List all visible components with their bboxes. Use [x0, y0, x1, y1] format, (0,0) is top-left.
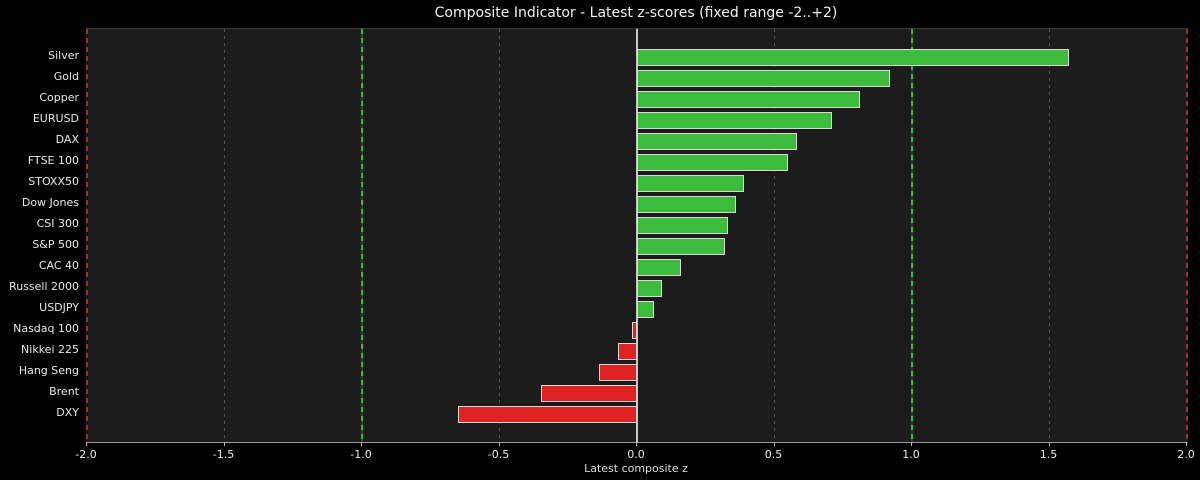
- bar-s-p-500: [637, 237, 725, 255]
- bar-nikkei-225: [617, 342, 637, 360]
- bar-usdjpy: [637, 300, 654, 318]
- zero-line: [636, 29, 638, 442]
- x-tick-mark-0.5: [773, 442, 775, 446]
- y-label-stoxx50: STOXX50: [28, 175, 79, 188]
- x-tick-mark--1: [361, 442, 362, 446]
- x-tick-mark--0.5: [498, 442, 500, 446]
- y-label-usdjpy: USDJPY: [39, 301, 79, 314]
- chart-title: Composite Indicator - Latest z-scores (f…: [434, 5, 838, 21]
- x-tick-label-2: 2.0: [1177, 448, 1195, 461]
- x-tick-mark-1: [911, 442, 912, 446]
- bar-dax: [637, 132, 797, 150]
- y-label-dow-jones: Dow Jones: [21, 196, 79, 209]
- threshold-line-green--1: [361, 29, 363, 442]
- x-tick-label--0.5: -0.5: [487, 448, 510, 461]
- y-label-hang-seng: Hang Seng: [18, 364, 79, 377]
- x-tick-label--2: -2.0: [75, 448, 97, 461]
- y-label-nikkei-225: Nikkei 225: [21, 343, 79, 356]
- bar-dow-jones: [637, 195, 736, 213]
- bar-hang-seng: [598, 363, 637, 381]
- threshold-line-red--2: [86, 29, 88, 442]
- bar-ftse-100: [637, 153, 789, 171]
- bar-stoxx50: [637, 174, 745, 192]
- x-tick-mark--1.5: [223, 442, 225, 446]
- bar-russell-2000: [637, 279, 662, 297]
- threshold-line-green-1: [911, 29, 913, 442]
- y-label-dax: DAX: [55, 133, 79, 146]
- bar-cac-40: [637, 258, 681, 276]
- x-tick-label-0.5: 0.5: [764, 448, 783, 461]
- y-label-brent: Brent: [49, 385, 79, 398]
- bar-csi-300: [637, 216, 728, 234]
- y-label-dxy: DXY: [56, 406, 79, 419]
- threshold-line-red-2: [1186, 29, 1188, 442]
- bar-silver: [637, 48, 1069, 66]
- x-tick-label-0: 0.0: [627, 448, 645, 461]
- bar-eurusd: [637, 111, 833, 129]
- bar-gold: [637, 69, 890, 87]
- y-label-nasdaq-100: Nasdaq 100: [13, 322, 79, 335]
- y-label-gold: Gold: [53, 70, 79, 83]
- y-label-s-p-500: S&P 500: [32, 238, 79, 251]
- gridline-1.5: [1049, 29, 1050, 442]
- bar-brent: [540, 384, 637, 402]
- bar-copper: [637, 90, 860, 108]
- bar-dxy: [458, 405, 637, 423]
- x-tick-mark-1.5: [1048, 442, 1050, 446]
- y-label-csi-300: CSI 300: [36, 217, 79, 230]
- gridline-0.5: [774, 29, 775, 442]
- gridline--0.5: [499, 29, 500, 442]
- x-tick-label-1: 1.0: [902, 448, 920, 461]
- gridline--1.5: [224, 29, 225, 442]
- y-label-cac-40: CAC 40: [38, 259, 79, 272]
- y-label-copper: Copper: [39, 91, 79, 104]
- x-tick-label-1.5: 1.5: [1039, 448, 1058, 461]
- x-tick-mark-2: [1186, 442, 1187, 446]
- plot-area: [86, 28, 1188, 443]
- bar-nasdaq-100: [631, 321, 637, 339]
- x-tick-label--1.5: -1.5: [212, 448, 235, 461]
- x-tick-mark-0: [636, 442, 637, 446]
- y-label-russell-2000: Russell 2000: [9, 280, 79, 293]
- x-tick-mark--2: [86, 442, 87, 446]
- x-tick-label--1: -1.0: [350, 448, 372, 461]
- x-axis-label: Latest composite z: [584, 462, 688, 475]
- y-label-eurusd: EURUSD: [32, 112, 79, 125]
- y-label-ftse-100: FTSE 100: [27, 154, 79, 167]
- y-label-silver: Silver: [48, 49, 79, 62]
